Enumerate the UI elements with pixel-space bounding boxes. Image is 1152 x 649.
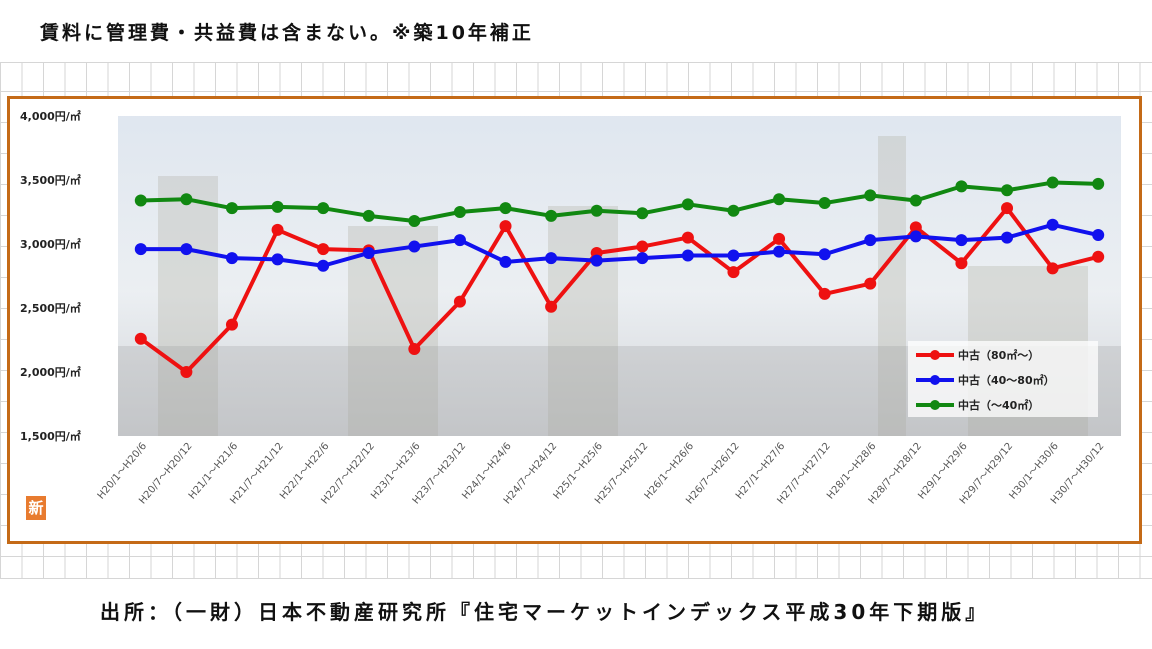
x-tick-label: H24/1～H24/6	[460, 441, 513, 502]
data-point	[590, 254, 603, 267]
data-point	[681, 231, 694, 244]
data-point	[1001, 184, 1014, 197]
x-tick-label: H25/1～H25/6	[552, 441, 605, 502]
data-point	[225, 318, 238, 331]
legend-label: 中古（～40㎡）	[958, 398, 1039, 412]
data-point	[818, 197, 831, 210]
data-point	[818, 248, 831, 261]
chart-frame[interactable]: 1,500円/㎡ 2,000円/㎡ 2,500円/㎡ 3,000円/㎡ 3,500円/㎡…	[7, 96, 1142, 544]
legend-swatch-marker	[930, 350, 940, 360]
y-tick-label: 3,000円/㎡	[20, 237, 81, 251]
series-line-1	[140, 222, 1099, 268]
data-point	[317, 259, 330, 272]
data-point	[545, 209, 558, 222]
data-point	[362, 246, 375, 259]
data-point	[545, 300, 558, 313]
data-point	[134, 332, 147, 345]
data-point	[773, 232, 786, 245]
data-point	[864, 189, 877, 202]
x-tick-label: H27/1～H27/6	[734, 441, 787, 502]
data-point	[727, 249, 740, 262]
y-tick-label: 2,000円/㎡	[20, 365, 81, 379]
data-point	[1046, 176, 1059, 189]
data-point	[408, 214, 421, 227]
y-tick-label: 1,500円/㎡	[20, 429, 81, 443]
data-point	[180, 366, 193, 378]
data-point	[362, 209, 375, 222]
data-point	[955, 234, 968, 247]
data-point	[1046, 218, 1059, 231]
legend-label: 中古（80㎡～）	[958, 348, 1039, 362]
data-point	[1092, 229, 1105, 242]
data-point	[636, 207, 649, 220]
data-point	[180, 193, 193, 206]
footer-band	[0, 578, 1152, 649]
x-tick-label: H20/1～H20/6	[96, 441, 149, 502]
series-line-2	[140, 180, 1099, 223]
header-band	[0, 0, 1152, 63]
legend-label: 中古（40～80㎡）	[958, 373, 1055, 387]
data-point	[909, 230, 922, 243]
y-tick-label: 2,500円/㎡	[20, 301, 81, 315]
data-point	[727, 204, 740, 217]
y-tick-label: 4,000円/㎡	[20, 109, 81, 123]
data-point	[180, 243, 193, 256]
data-point	[1046, 262, 1059, 275]
data-point	[453, 206, 466, 218]
data-point	[636, 240, 649, 253]
data-point	[590, 204, 603, 217]
data-point	[773, 193, 786, 206]
data-point	[408, 240, 421, 253]
data-point	[271, 253, 284, 266]
legend-swatch-marker	[930, 400, 940, 410]
data-point	[636, 252, 649, 265]
data-point	[955, 180, 968, 193]
data-point	[1092, 250, 1105, 263]
data-point	[225, 202, 238, 215]
data-point	[271, 223, 284, 236]
x-tick-label: H21/1～H21/6	[187, 441, 240, 502]
data-point	[453, 234, 466, 247]
x-tick-label: H22/1～H22/6	[278, 441, 331, 502]
data-point	[317, 243, 330, 256]
data-point	[453, 295, 466, 308]
data-point	[864, 234, 877, 247]
source-citation: 出所：（一財）日本不動産研究所『住宅マーケットインデックス平成30年下期版』	[100, 600, 990, 624]
x-tick-label: H30/1～H30/6	[1008, 441, 1061, 502]
data-point	[225, 252, 238, 265]
rent-line-chart: 1,500円/㎡ 2,000円/㎡ 2,500円/㎡ 3,000円/㎡ 3,500円/㎡…	[20, 109, 1107, 506]
data-point	[408, 342, 421, 355]
data-point	[864, 277, 877, 290]
data-point	[134, 243, 147, 256]
data-point	[545, 252, 558, 265]
data-point	[1092, 177, 1105, 190]
series-line-0	[139, 206, 1099, 374]
y-tick-label: 3,500円/㎡	[20, 173, 81, 187]
data-point	[681, 198, 694, 211]
data-point	[1001, 202, 1014, 215]
legend-swatch-marker	[930, 375, 940, 385]
data-point	[727, 266, 740, 279]
x-tick-label: H29/1～H29/6	[916, 441, 969, 502]
x-tick-label: H26/1～H26/6	[643, 441, 696, 502]
data-point	[1001, 231, 1014, 244]
x-tick-label: H28/1～H28/6	[825, 441, 878, 502]
data-point	[317, 202, 330, 215]
data-point	[909, 221, 922, 234]
data-point	[499, 220, 512, 233]
data-point	[681, 249, 694, 262]
data-point	[499, 255, 512, 268]
data-point	[499, 202, 512, 215]
data-point	[773, 245, 786, 258]
data-point	[271, 200, 284, 213]
data-point	[909, 194, 922, 207]
data-point	[955, 257, 968, 270]
rent-note: 賃料に管理費・共益費は含まない。※築10年補正	[40, 22, 534, 44]
data-point	[134, 194, 147, 207]
new-badge: 新	[26, 496, 46, 520]
x-tick-label: H23/1～H23/6	[369, 441, 422, 502]
data-point	[818, 287, 831, 300]
